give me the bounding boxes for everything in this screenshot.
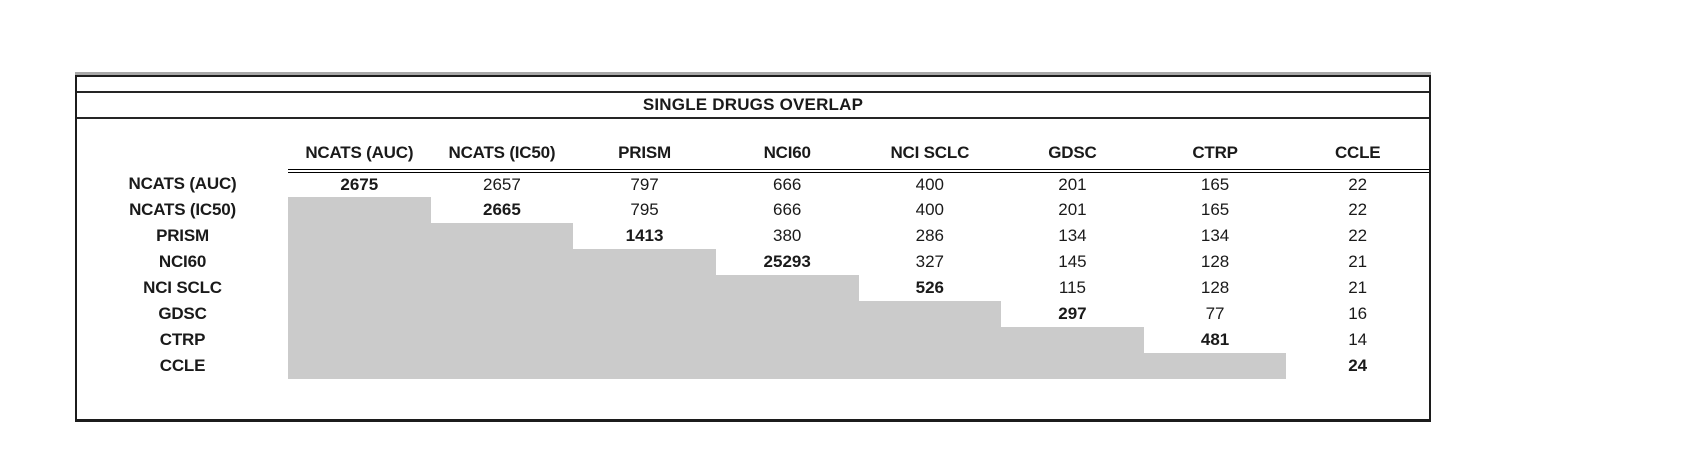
shaded-cell xyxy=(288,353,431,379)
shaded-cell xyxy=(715,327,859,353)
shaded-cell xyxy=(573,275,716,301)
matrix-row-prism: PRISM 1413 380 286 134 134 22 xyxy=(77,223,1429,249)
overlap-cell: 77 xyxy=(1205,304,1225,323)
shaded-cell xyxy=(573,327,716,353)
column-header-gdsc: GDSC xyxy=(1001,119,1144,173)
matrix-row-nci-sclc: NCI SCLC 526 115 128 21 xyxy=(77,275,1429,301)
shaded-cell xyxy=(573,249,716,275)
shaded-cell xyxy=(573,353,716,379)
overlap-cell: 400 xyxy=(915,200,944,219)
shaded-cell xyxy=(288,301,431,327)
shaded-cell xyxy=(858,301,1002,327)
overlap-cell: 22 xyxy=(1348,200,1368,219)
shaded-cell xyxy=(430,327,574,353)
overlap-cell: 134 xyxy=(1200,226,1230,245)
matrix-header: NCATS (AUC) NCATS (IC50) PRISM NCI60 NCI SCL… xyxy=(77,119,1429,173)
overlap-cell: 165 xyxy=(1200,175,1230,194)
header-row: NCATS (AUC) NCATS (IC50) PRISM NCI60 NCI SCL… xyxy=(77,119,1429,173)
overlap-cell: 22 xyxy=(1348,226,1368,245)
shaded-cell xyxy=(430,275,574,301)
top-spacer-row xyxy=(77,77,1429,93)
column-header-ctrp: CTRP xyxy=(1143,119,1287,173)
overlap-cell: 134 xyxy=(1058,226,1087,245)
row-header: CCLE xyxy=(159,356,206,375)
shaded-cell xyxy=(715,301,859,327)
overlap-cell: 22 xyxy=(1348,175,1368,194)
diagonal-overlap-cell: 24 xyxy=(1348,356,1368,375)
column-header-ncats-ic50: NCATS (IC50) xyxy=(430,119,574,173)
overlap-cell: 286 xyxy=(915,226,944,245)
overlap-cell: 795 xyxy=(630,200,659,219)
diagonal-overlap-cell: 297 xyxy=(1058,304,1087,323)
diagonal-overlap-cell: 2665 xyxy=(483,200,521,219)
matrix-row-ctrp: CTRP 481 14 xyxy=(77,327,1429,353)
shaded-cell xyxy=(1001,327,1144,353)
shaded-cell xyxy=(1143,353,1287,379)
single-drugs-overlap-table: SINGLE DRUGS OVERLAP NCATS (AUC) NCATS (I… xyxy=(75,75,1431,422)
overlap-cell: 201 xyxy=(1058,200,1087,219)
overlap-cell: 14 xyxy=(1348,330,1368,349)
overlap-cell: 400 xyxy=(915,175,944,194)
overlap-cell: 165 xyxy=(1200,200,1230,219)
overlap-cell: 666 xyxy=(773,175,802,194)
shaded-cell xyxy=(288,223,431,249)
column-header-ncats-auc: NCATS (AUC) xyxy=(288,119,431,173)
overlap-cell: 115 xyxy=(1058,278,1086,297)
row-header: NCATS (AUC) xyxy=(128,174,237,193)
diagonal-overlap-cell: 25293 xyxy=(763,252,811,271)
column-header-nci60: NCI60 xyxy=(715,119,859,173)
overlap-cell: 327 xyxy=(915,252,944,271)
overlap-cell: 128 xyxy=(1200,252,1230,271)
overlap-cell: 2657 xyxy=(483,175,521,194)
overlap-cell: 666 xyxy=(773,200,802,219)
overlap-matrix: NCATS (AUC) NCATS (IC50) PRISM NCI60 NCI SCL… xyxy=(77,119,1429,379)
matrix-row-nci60: NCI60 25293 327 145 128 21 xyxy=(77,249,1429,275)
corner-cell xyxy=(77,119,288,171)
shaded-cell xyxy=(288,275,431,301)
shaded-cell xyxy=(430,301,574,327)
shaded-cell xyxy=(288,249,431,275)
overlap-cell: 21 xyxy=(1348,252,1368,271)
column-header-ccle: CCLE xyxy=(1286,119,1429,173)
shaded-cell xyxy=(573,301,716,327)
overlap-cell: 797 xyxy=(630,175,659,194)
diagonal-overlap-cell: 481 xyxy=(1200,330,1230,349)
overlap-cell: 201 xyxy=(1058,175,1087,194)
shaded-cell xyxy=(430,353,574,379)
shaded-cell xyxy=(1001,353,1144,379)
shaded-cell xyxy=(858,353,1002,379)
row-header: NCI60 xyxy=(158,252,207,271)
table-title: SINGLE DRUGS OVERLAP xyxy=(77,93,1429,119)
diagonal-overlap-cell: 526 xyxy=(915,278,944,297)
overlap-cell: 21 xyxy=(1348,278,1368,297)
diagonal-overlap-cell: 2675 xyxy=(340,175,379,194)
row-header: CTRP xyxy=(159,330,206,349)
column-header-nci-sclc: NCI SCLC xyxy=(858,119,1002,173)
matrix-row-ccle: CCLE 24 xyxy=(77,353,1429,379)
row-header: GDSC xyxy=(158,304,207,323)
row-header: PRISM xyxy=(156,226,209,245)
matrix-row-gdsc: GDSC 297 77 16 xyxy=(77,301,1429,327)
matrix-body: NCATS (AUC) 2675 2657 797 666 400 201 165 22 NCAT… xyxy=(77,171,1429,379)
shaded-cell xyxy=(288,327,431,353)
shaded-cell xyxy=(715,353,859,379)
overlap-cell: 128 xyxy=(1200,278,1230,297)
diagonal-overlap-cell: 1413 xyxy=(625,226,664,245)
overlap-cell: 16 xyxy=(1348,304,1368,323)
column-header-prism: PRISM xyxy=(573,119,716,173)
shaded-cell xyxy=(288,197,431,223)
matrix-row-ncats-ic50: NCATS (IC50) 2665 795 666 400 201 165 22 xyxy=(77,197,1429,223)
shaded-cell xyxy=(430,249,574,275)
shaded-cell xyxy=(715,275,859,301)
shaded-cell xyxy=(858,327,1002,353)
row-header: NCATS (IC50) xyxy=(129,200,236,219)
matrix-row-ncats-auc: NCATS (AUC) 2675 2657 797 666 400 201 165 22 xyxy=(77,171,1429,197)
shaded-cell xyxy=(430,223,574,249)
overlap-cell: 145 xyxy=(1058,252,1087,271)
overlap-cell: 380 xyxy=(773,226,802,245)
row-header: NCI SCLC xyxy=(143,278,222,297)
